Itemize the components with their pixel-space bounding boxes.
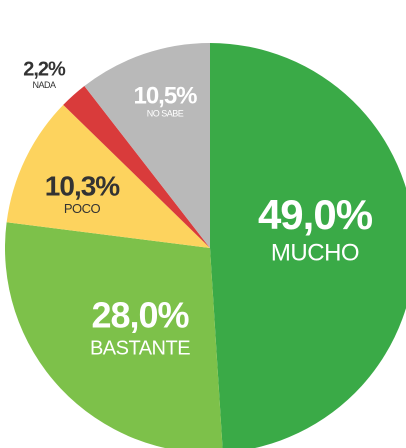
slice-category-label: BASTANTE	[90, 337, 190, 359]
pie-slice	[84, 42, 210, 248]
slice-category-label: NADA	[32, 80, 56, 90]
slice-category-label: MUCHO	[271, 239, 359, 266]
pie-slice	[210, 43, 406, 448]
slice-value-label: 10,3%	[45, 170, 120, 201]
slice-category-label: POCO	[64, 201, 101, 216]
slice-value-label: 49,0%	[258, 191, 373, 238]
pie-slice	[63, 86, 211, 248]
slice-value-label: 28,0%	[91, 295, 189, 336]
pie-slice	[5, 222, 223, 448]
slice-category-label: NO SABE	[147, 109, 184, 119]
slice-value-label: 10,5%	[133, 82, 197, 109]
pie-slice	[6, 104, 211, 248]
slice-value-label: 2,2%	[23, 58, 66, 80]
